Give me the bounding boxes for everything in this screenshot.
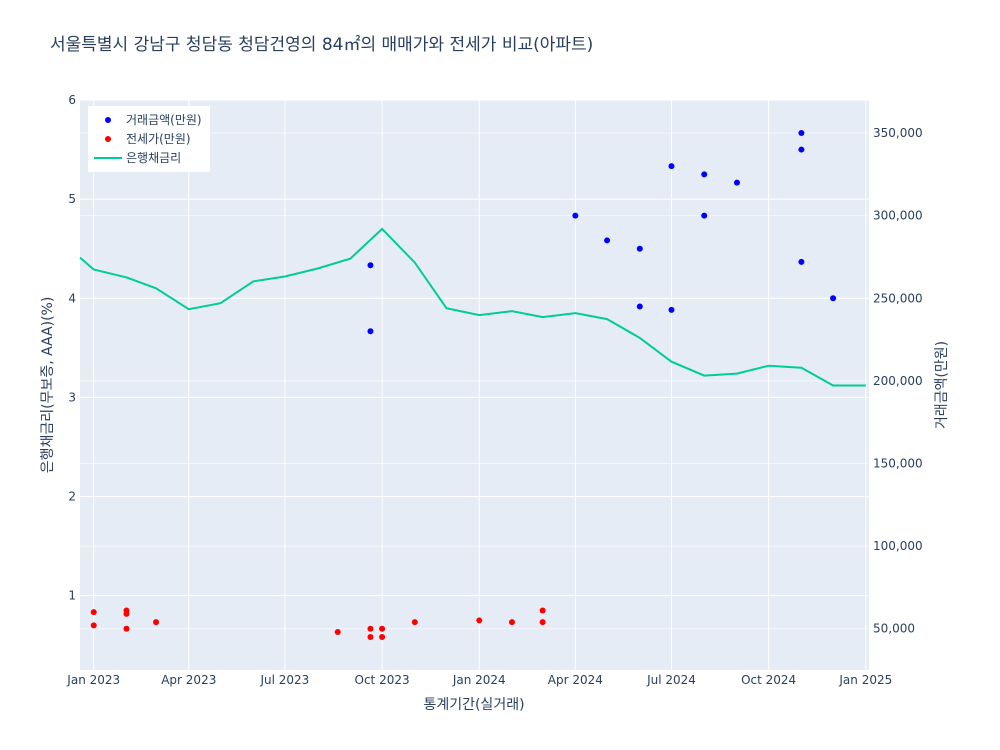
series-1-point xyxy=(539,607,546,614)
x-axis-title: 통계기간(실거래) xyxy=(423,697,524,713)
legend: 거래금액(만원) 전세가(만원) 은행채금리 xyxy=(88,106,210,172)
series-0-point xyxy=(572,212,579,219)
series-0-point xyxy=(830,295,837,302)
series-1-point xyxy=(379,625,386,632)
x-tick-label: Apr 2023 xyxy=(161,673,216,687)
y-right-tick-label: 300,000 xyxy=(873,209,923,223)
x-axis-ticks: Jan 2023 Apr 2023 Jul 2023 Oct 2023 Jan 2024… xyxy=(66,673,892,687)
legend-swatch-series-0 xyxy=(105,117,111,123)
y-left-axis-ticks: 1 2 3 4 5 6 xyxy=(68,93,76,603)
series-0-point xyxy=(701,212,708,219)
x-tick-label: Jul 2023 xyxy=(259,673,309,687)
series-1-point xyxy=(508,619,515,626)
series-0-point xyxy=(733,179,740,186)
line-series xyxy=(79,227,866,387)
series-1-point xyxy=(334,629,341,635)
series-line-2 xyxy=(79,227,866,387)
y-left-tick-label: 4 xyxy=(68,291,76,305)
plot-background xyxy=(80,100,869,670)
series-0-point xyxy=(604,237,611,244)
series-1-point xyxy=(90,609,97,616)
y-left-tick-label: 3 xyxy=(68,390,76,404)
y-right-tick-label: 250,000 xyxy=(873,291,923,305)
y-left-tick-label: 5 xyxy=(68,192,76,206)
series-0-point xyxy=(668,163,675,170)
series-0-point xyxy=(668,306,675,313)
y-right-tick-label: 50,000 xyxy=(873,622,915,636)
marker-series xyxy=(90,130,837,640)
series-0-point xyxy=(367,262,374,269)
series-0-point xyxy=(798,258,805,265)
series-1-point xyxy=(123,625,130,632)
legend-swatch-series-1 xyxy=(105,136,111,142)
y-right-tick-label: 200,000 xyxy=(873,374,923,388)
gridlines xyxy=(80,99,869,670)
y-right-axis-ticks: 50,000 100,000 150,000 200,000 250,000 300,00… xyxy=(873,126,923,636)
series-1-point xyxy=(90,622,97,629)
y-left-tick-label: 6 xyxy=(68,93,76,107)
x-tick-label: Apr 2024 xyxy=(548,673,603,687)
series-1-point xyxy=(153,619,160,626)
series-0-point xyxy=(367,328,374,335)
series-1-point xyxy=(476,617,483,624)
y-right-tick-label: 150,000 xyxy=(873,456,923,470)
y-right-tick-label: 350,000 xyxy=(873,126,923,140)
legend-label-series-2: 은행채금리 xyxy=(126,150,181,165)
y-right-axis-title: 거래금액(만원) xyxy=(934,341,950,429)
series-0-point xyxy=(798,146,805,153)
x-tick-label: Oct 2023 xyxy=(355,673,410,687)
series-0-point xyxy=(636,303,643,310)
y-left-tick-label: 2 xyxy=(68,490,76,504)
chart-title: 서울특별시 강남구 청담동 청담건영의 84㎡의 매매가와 전세가 비교(아파트… xyxy=(50,35,593,55)
x-tick-label: Jan 2024 xyxy=(452,673,506,687)
series-1-point xyxy=(123,610,130,617)
series-0-point xyxy=(798,130,805,137)
x-tick-label: Jul 2024 xyxy=(646,673,696,687)
y-left-axis-title: 은행채금리(무보증, AAA)(%) xyxy=(40,297,56,474)
series-0-point xyxy=(701,171,708,178)
series-1-point xyxy=(367,633,374,640)
series-1-point xyxy=(379,633,386,640)
y-right-tick-label: 100,000 xyxy=(873,539,923,553)
x-tick-label: Jan 2025 xyxy=(838,673,892,687)
y-left-tick-label: 1 xyxy=(68,589,76,603)
series-1-point xyxy=(539,619,546,626)
legend-label-series-0: 거래금액(만원) xyxy=(126,113,202,127)
series-1-point xyxy=(367,625,374,632)
legend-label-series-1: 전세가(만원) xyxy=(126,132,191,146)
series-0-point xyxy=(636,245,643,252)
x-tick-label: Oct 2024 xyxy=(741,673,796,687)
x-tick-label: Jan 2023 xyxy=(66,673,120,687)
series-1-point xyxy=(411,619,418,626)
